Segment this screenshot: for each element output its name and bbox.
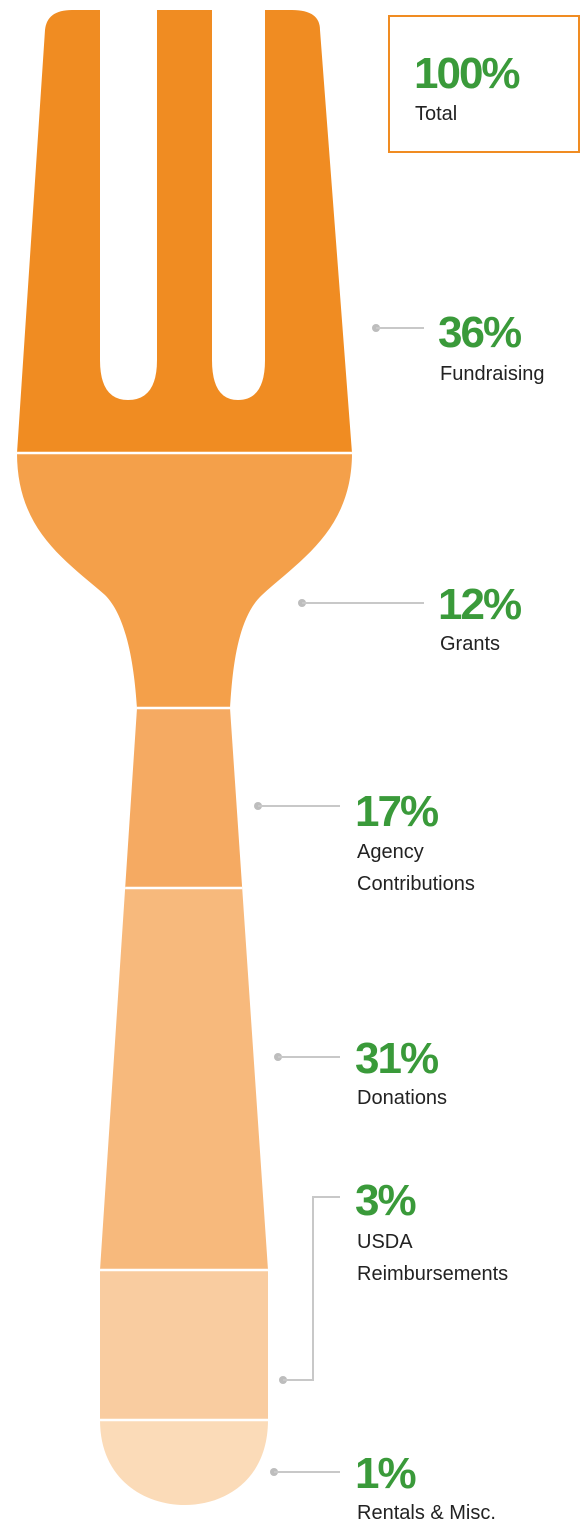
fork	[17, 10, 352, 1505]
segment-label: Contributions	[357, 873, 475, 895]
segment-value: 31%	[355, 1034, 438, 1083]
tine-gap	[100, 0, 157, 400]
segment-agency	[17, 708, 352, 888]
segment-value: 1%	[355, 1449, 415, 1498]
segment-label: Donations	[357, 1087, 447, 1109]
segment-value: 36%	[438, 308, 521, 357]
segment-label: Reimbursements	[357, 1263, 508, 1285]
segment-usda	[17, 1270, 352, 1420]
segment-label: USDA	[357, 1231, 413, 1253]
total-box	[388, 15, 580, 153]
segment-label: Fundraising	[440, 363, 545, 385]
segment-value: 3%	[355, 1176, 415, 1225]
leader-line	[283, 1196, 340, 1381]
segment-donations	[17, 888, 352, 1270]
total-label: Total	[415, 103, 457, 125]
segment-label: Grants	[440, 633, 500, 655]
segment-label: Rentals & Misc.	[357, 1502, 496, 1524]
total-value: 100%	[414, 49, 519, 98]
segment-label: Agency	[357, 841, 424, 863]
segment-value: 17%	[355, 787, 438, 836]
segment-fundraising	[17, 10, 352, 453]
segment-grants	[17, 453, 352, 708]
tine-gap	[212, 0, 265, 400]
segment-value: 12%	[438, 580, 521, 629]
